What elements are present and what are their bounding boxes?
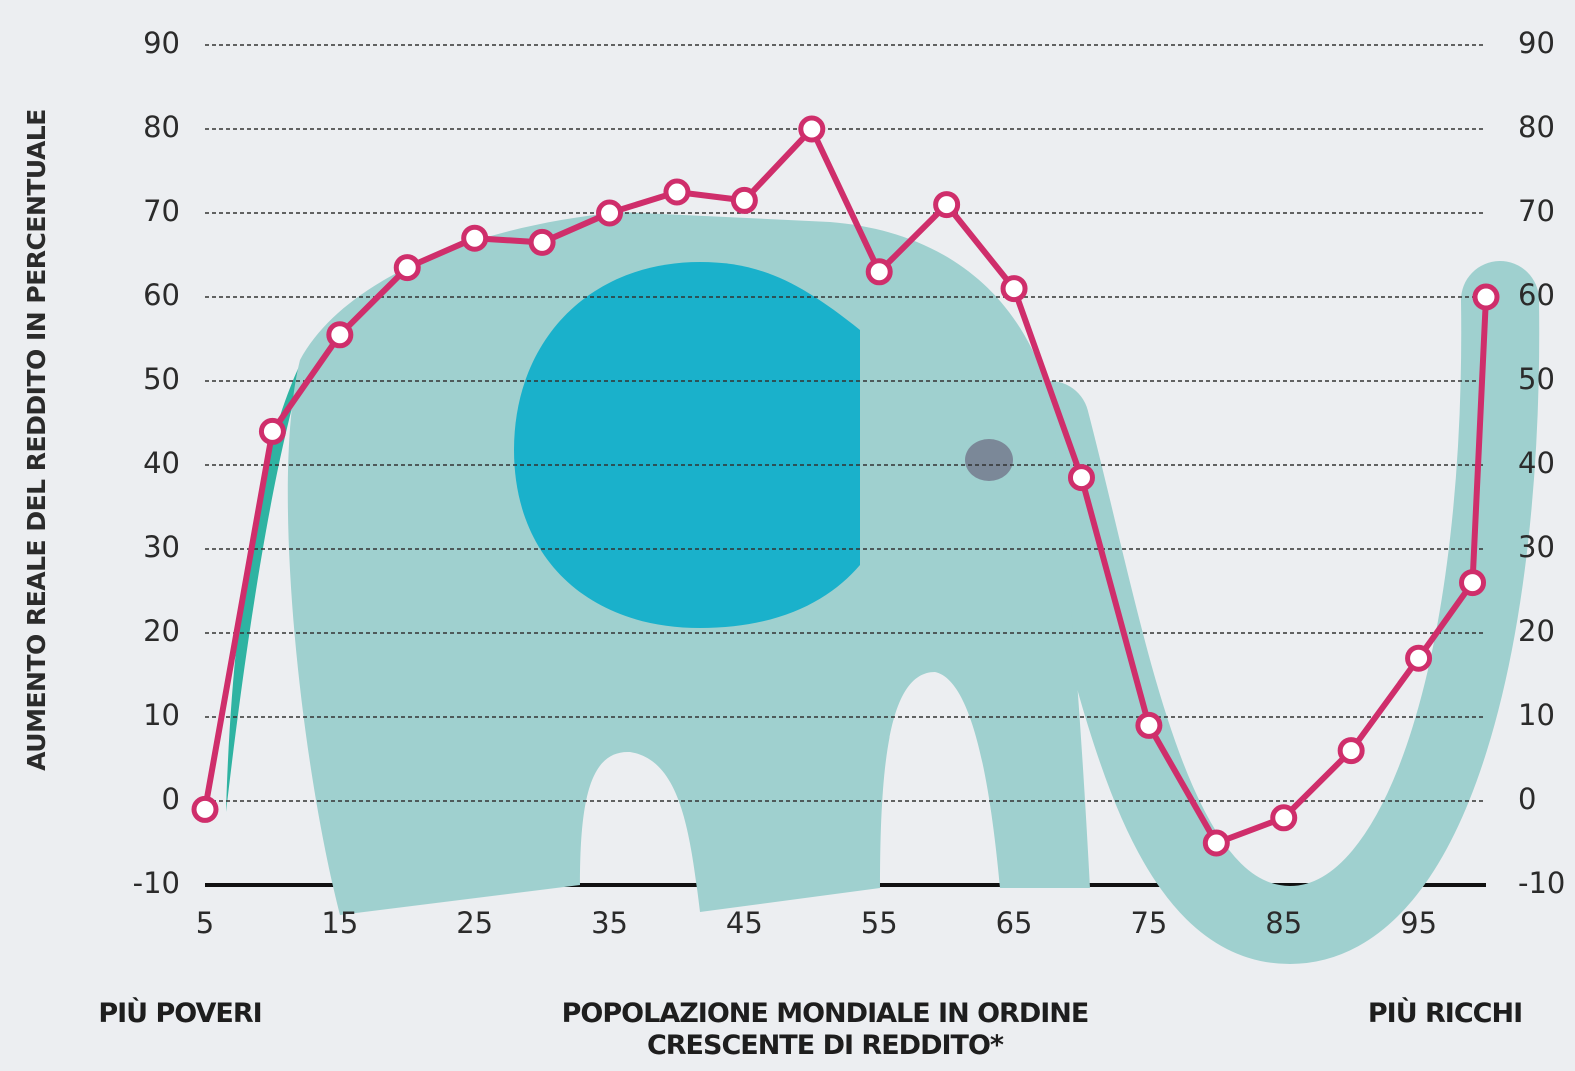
y-tick-label-right: -10 (1518, 866, 1565, 900)
x-tick-label: 75 (1130, 906, 1167, 940)
y-tick-label-right: 30 (1518, 530, 1555, 564)
y-tick-label-right: 40 (1518, 446, 1555, 480)
y-tick-label: 40 (143, 446, 180, 480)
data-point (1337, 737, 1365, 765)
y-tick-label-right: 80 (1518, 110, 1555, 144)
data-point (326, 321, 354, 349)
data-point (865, 258, 893, 286)
data-point (461, 224, 489, 252)
annotation-right: PIÙ RICCHI (1367, 998, 1523, 1029)
data-point (1067, 464, 1095, 492)
elephant-ear (514, 262, 860, 628)
data-point (393, 254, 421, 282)
over-layer: -10 -10 0 0 10 10 20 20 30 30 40 40 50 50 60 60 70 70 80 80… (133, 26, 1566, 940)
x-tick-label: 55 (861, 906, 898, 940)
data-point (528, 228, 556, 256)
y-tick-label-right: 70 (1518, 194, 1555, 228)
y-tick-label-right: 20 (1518, 614, 1555, 648)
data-point (258, 417, 286, 445)
y-tick-label-right: 0 (1518, 782, 1536, 816)
data-point (1000, 275, 1028, 303)
y-tick-label: 80 (143, 110, 180, 144)
data-point (191, 795, 219, 823)
x-tick-label: 25 (456, 906, 493, 940)
data-point (596, 199, 624, 227)
y-tick-label: 20 (143, 614, 180, 648)
elephant-illustration (226, 212, 1540, 965)
data-point (933, 191, 961, 219)
data-point (1459, 569, 1487, 597)
y-tick-label: -10 (133, 866, 180, 900)
x-tick-label: 45 (726, 906, 763, 940)
data-point (1202, 829, 1230, 857)
x-tick-label: 65 (996, 906, 1033, 940)
y-tick-label-right: 10 (1518, 698, 1555, 732)
y-tick-label: 0 (162, 782, 180, 816)
y-axis-label: AUMENTO REALE DEL REDDITO IN PERCENTUALE (22, 109, 51, 771)
y-tick-label: 10 (143, 698, 180, 732)
y-tick-label-right: 90 (1518, 26, 1555, 60)
x-tick-label: 5 (196, 906, 214, 940)
y-tick-label: 90 (143, 26, 180, 60)
elephant-eye (965, 439, 1013, 481)
x-tick-label: 95 (1400, 906, 1437, 940)
annotation-left: PIÙ POVERI (98, 998, 262, 1029)
data-point (1405, 644, 1433, 672)
y-tick-label: 60 (143, 278, 180, 312)
x-tick-label: 15 (321, 906, 358, 940)
y-tick-label: 70 (143, 194, 180, 228)
data-point (1270, 804, 1298, 832)
y-tick-label-right: 50 (1518, 362, 1555, 396)
x-tick-label: 85 (1265, 906, 1302, 940)
y-tick-label-right: 60 (1518, 278, 1555, 312)
x-tick-label: 35 (591, 906, 628, 940)
data-point (730, 186, 758, 214)
y-tick-label: 30 (143, 530, 180, 564)
data-point (1472, 283, 1500, 311)
data-point (663, 178, 691, 206)
elephant-trunk (1011, 261, 1540, 965)
data-point (798, 115, 826, 143)
data-point (1135, 711, 1163, 739)
y-tick-label: 50 (143, 362, 180, 396)
x-axis-label: POPOLAZIONE MONDIALE IN ORDINE CRESCENTE… (561, 998, 1090, 1061)
